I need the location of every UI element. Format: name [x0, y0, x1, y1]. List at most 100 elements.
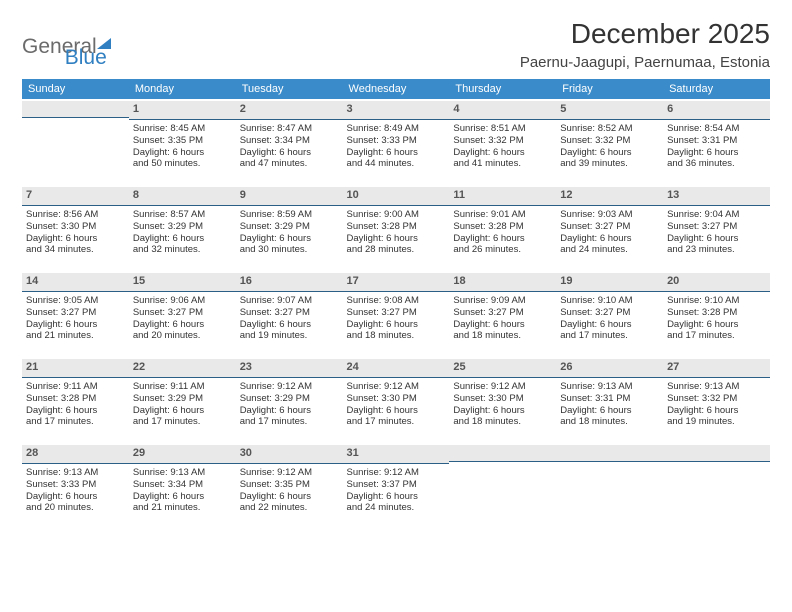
day2-text: and 17 minutes.: [560, 330, 659, 342]
day2-text: and 34 minutes.: [26, 244, 125, 256]
sunset-text: Sunset: 3:27 PM: [26, 307, 125, 319]
sunrise-text: Sunrise: 9:11 AM: [26, 381, 125, 393]
calendar-cell: 1Sunrise: 8:45 AMSunset: 3:35 PMDaylight…: [129, 99, 236, 185]
empty-day-head: [663, 445, 770, 462]
sunrise-text: Sunrise: 9:00 AM: [347, 209, 446, 221]
sunset-text: Sunset: 3:31 PM: [560, 393, 659, 405]
header-row: General Blue December 2025 Paernu-Jaagup…: [22, 18, 770, 71]
sunrise-text: Sunrise: 9:12 AM: [240, 381, 339, 393]
day1-text: Daylight: 6 hours: [347, 405, 446, 417]
sunset-text: Sunset: 3:29 PM: [133, 221, 232, 233]
day-number: 16: [236, 273, 343, 292]
day1-text: Daylight: 6 hours: [26, 319, 125, 331]
sunrise-text: Sunrise: 8:56 AM: [26, 209, 125, 221]
logo-text-blue: Blue: [65, 46, 107, 70]
day-number: 27: [663, 359, 770, 378]
day2-text: and 19 minutes.: [667, 416, 766, 428]
calendar-cell: 7Sunrise: 8:56 AMSunset: 3:30 PMDaylight…: [22, 185, 129, 271]
sunrise-text: Sunrise: 9:04 AM: [667, 209, 766, 221]
calendar-cell: 16Sunrise: 9:07 AMSunset: 3:27 PMDayligh…: [236, 271, 343, 357]
sunrise-text: Sunrise: 9:13 AM: [133, 467, 232, 479]
day-number: 29: [129, 445, 236, 464]
day-number: 1: [129, 101, 236, 120]
sunrise-text: Sunrise: 8:59 AM: [240, 209, 339, 221]
sunrise-text: Sunrise: 8:45 AM: [133, 123, 232, 135]
sunrise-text: Sunrise: 9:12 AM: [240, 467, 339, 479]
day-number: 4: [449, 101, 556, 120]
calendar-cell: 28Sunrise: 9:13 AMSunset: 3:33 PMDayligh…: [22, 443, 129, 529]
calendar-cell: 31Sunrise: 9:12 AMSunset: 3:37 PMDayligh…: [343, 443, 450, 529]
day-number: 24: [343, 359, 450, 378]
calendar-cell: 11Sunrise: 9:01 AMSunset: 3:28 PMDayligh…: [449, 185, 556, 271]
day1-text: Daylight: 6 hours: [347, 319, 446, 331]
sunrise-text: Sunrise: 8:47 AM: [240, 123, 339, 135]
weekday-header: Thursday: [449, 79, 556, 99]
calendar-cell: 26Sunrise: 9:13 AMSunset: 3:31 PMDayligh…: [556, 357, 663, 443]
sunset-text: Sunset: 3:30 PM: [347, 393, 446, 405]
sunset-text: Sunset: 3:37 PM: [347, 479, 446, 491]
day2-text: and 47 minutes.: [240, 158, 339, 170]
day1-text: Daylight: 6 hours: [347, 491, 446, 503]
sunrise-text: Sunrise: 9:13 AM: [667, 381, 766, 393]
day1-text: Daylight: 6 hours: [133, 405, 232, 417]
sunrise-text: Sunrise: 9:06 AM: [133, 295, 232, 307]
sunset-text: Sunset: 3:27 PM: [560, 307, 659, 319]
location-subtitle: Paernu-Jaagupi, Paernumaa, Estonia: [520, 54, 770, 71]
calendar-cell: 2Sunrise: 8:47 AMSunset: 3:34 PMDaylight…: [236, 99, 343, 185]
day1-text: Daylight: 6 hours: [26, 233, 125, 245]
sunset-text: Sunset: 3:27 PM: [133, 307, 232, 319]
day-number: 26: [556, 359, 663, 378]
sunset-text: Sunset: 3:27 PM: [347, 307, 446, 319]
sunrise-text: Sunrise: 9:07 AM: [240, 295, 339, 307]
day2-text: and 41 minutes.: [453, 158, 552, 170]
day1-text: Daylight: 6 hours: [667, 319, 766, 331]
calendar-cell: 6Sunrise: 8:54 AMSunset: 3:31 PMDaylight…: [663, 99, 770, 185]
sunset-text: Sunset: 3:33 PM: [347, 135, 446, 147]
day-number: 30: [236, 445, 343, 464]
day-number: 14: [22, 273, 129, 292]
day-number: 2: [236, 101, 343, 120]
day1-text: Daylight: 6 hours: [560, 319, 659, 331]
day1-text: Daylight: 6 hours: [453, 319, 552, 331]
day-number: 19: [556, 273, 663, 292]
day1-text: Daylight: 6 hours: [240, 233, 339, 245]
sunset-text: Sunset: 3:27 PM: [453, 307, 552, 319]
sunset-text: Sunset: 3:29 PM: [133, 393, 232, 405]
month-title: December 2025: [520, 18, 770, 50]
calendar-week-row: 28Sunrise: 9:13 AMSunset: 3:33 PMDayligh…: [22, 443, 770, 529]
day-number: 10: [343, 187, 450, 206]
calendar-cell: 3Sunrise: 8:49 AMSunset: 3:33 PMDaylight…: [343, 99, 450, 185]
sunset-text: Sunset: 3:28 PM: [26, 393, 125, 405]
empty-day-head: [556, 445, 663, 462]
calendar-cell: 29Sunrise: 9:13 AMSunset: 3:34 PMDayligh…: [129, 443, 236, 529]
calendar-cell: 4Sunrise: 8:51 AMSunset: 3:32 PMDaylight…: [449, 99, 556, 185]
day1-text: Daylight: 6 hours: [133, 147, 232, 159]
calendar-cell: 24Sunrise: 9:12 AMSunset: 3:30 PMDayligh…: [343, 357, 450, 443]
day-number: 3: [343, 101, 450, 120]
day-number: 6: [663, 101, 770, 120]
day2-text: and 18 minutes.: [560, 416, 659, 428]
sunrise-text: Sunrise: 9:12 AM: [347, 467, 446, 479]
day2-text: and 24 minutes.: [347, 502, 446, 514]
day2-text: and 39 minutes.: [560, 158, 659, 170]
calendar-cell: [22, 99, 129, 185]
day-number: 28: [22, 445, 129, 464]
weekday-row: SundayMondayTuesdayWednesdayThursdayFrid…: [22, 79, 770, 99]
sunset-text: Sunset: 3:28 PM: [453, 221, 552, 233]
sunset-text: Sunset: 3:34 PM: [240, 135, 339, 147]
day-number: 20: [663, 273, 770, 292]
sunrise-text: Sunrise: 9:01 AM: [453, 209, 552, 221]
sunrise-text: Sunrise: 9:11 AM: [133, 381, 232, 393]
day2-text: and 19 minutes.: [240, 330, 339, 342]
sunset-text: Sunset: 3:29 PM: [240, 221, 339, 233]
day2-text: and 21 minutes.: [133, 502, 232, 514]
sunset-text: Sunset: 3:32 PM: [453, 135, 552, 147]
calendar-week-row: 1Sunrise: 8:45 AMSunset: 3:35 PMDaylight…: [22, 99, 770, 185]
day-number: 25: [449, 359, 556, 378]
day1-text: Daylight: 6 hours: [240, 405, 339, 417]
sunset-text: Sunset: 3:28 PM: [347, 221, 446, 233]
calendar-cell: 18Sunrise: 9:09 AMSunset: 3:27 PMDayligh…: [449, 271, 556, 357]
sunset-text: Sunset: 3:32 PM: [667, 393, 766, 405]
calendar-cell: 17Sunrise: 9:08 AMSunset: 3:27 PMDayligh…: [343, 271, 450, 357]
day1-text: Daylight: 6 hours: [560, 405, 659, 417]
